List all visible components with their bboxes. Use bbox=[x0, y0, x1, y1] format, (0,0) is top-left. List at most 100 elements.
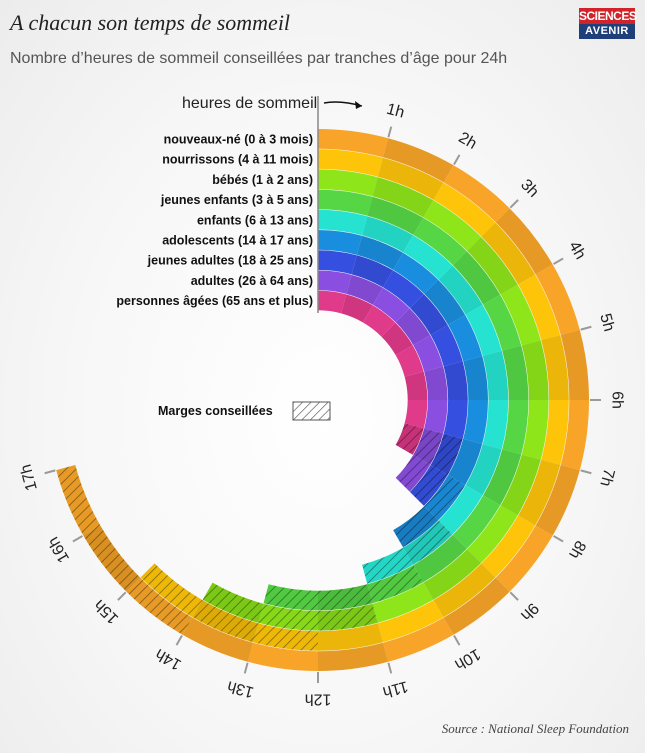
ring-segment bbox=[395, 308, 431, 346]
ring-segment bbox=[318, 642, 389, 671]
recommended-margin-hatch bbox=[393, 475, 466, 548]
ring-segment bbox=[424, 279, 466, 325]
ring-segment bbox=[443, 400, 468, 439]
hour-tick-label: 4h bbox=[565, 239, 589, 263]
ring-segment bbox=[467, 236, 518, 295]
hour-tick-label: 3h bbox=[517, 176, 542, 201]
legend-hatch-swatch bbox=[292, 401, 331, 421]
ring-segment bbox=[372, 287, 410, 323]
category-label: personnes âgées (65 ans et plus) bbox=[116, 294, 313, 308]
ring-segment bbox=[502, 400, 529, 455]
ring-segment bbox=[318, 169, 378, 197]
recommended-margin-hatch bbox=[395, 428, 444, 492]
ring-segment bbox=[341, 294, 373, 323]
category-label: jeunes adultes (18 à 25 ans) bbox=[147, 254, 313, 268]
ring-segment bbox=[452, 251, 501, 305]
hour-tick bbox=[509, 591, 519, 601]
ring-segment bbox=[448, 438, 483, 485]
category-label-group: nouveaux-né (0 à 3 mois) nourrissons (4 à… bbox=[116, 133, 313, 309]
ring-segment bbox=[367, 196, 424, 235]
hour-tick bbox=[509, 199, 519, 209]
ring-segment bbox=[182, 617, 253, 662]
ring-segment bbox=[482, 400, 509, 450]
ring-segment bbox=[481, 515, 536, 578]
hour-tick bbox=[453, 154, 461, 165]
ring-segment bbox=[423, 549, 482, 600]
ring-segment bbox=[495, 208, 553, 275]
ring-segment bbox=[383, 617, 454, 662]
hour-tick-label: 8h bbox=[565, 538, 589, 562]
recommended-margin-hatch bbox=[362, 520, 453, 584]
ring-group bbox=[56, 129, 589, 671]
ring-segment bbox=[404, 400, 428, 429]
ring-segment bbox=[346, 274, 383, 305]
ring-segment bbox=[463, 400, 488, 444]
ring-segment bbox=[430, 325, 463, 367]
logo-line-1: SCIENCES bbox=[579, 8, 637, 24]
ring-segment bbox=[438, 265, 483, 315]
ring-segment bbox=[467, 505, 518, 564]
recommended-margin-hatch bbox=[140, 563, 318, 651]
page-title: A chacun son temps de sommeil bbox=[10, 10, 291, 35]
ring-segment bbox=[495, 525, 553, 592]
hour-tick bbox=[72, 535, 83, 543]
ring-segment bbox=[413, 534, 467, 583]
ring-segment bbox=[424, 400, 448, 434]
category-label: bébés (1 à 2 ans) bbox=[212, 173, 313, 187]
ring-segment bbox=[409, 294, 448, 335]
ring-segment bbox=[500, 284, 541, 346]
ring-segment bbox=[443, 577, 510, 635]
ring-segment bbox=[500, 454, 541, 516]
ring-segment bbox=[318, 623, 383, 651]
hour-tick-label: 7h bbox=[596, 467, 617, 489]
ring-segment bbox=[482, 350, 509, 400]
ring-segment bbox=[518, 274, 561, 341]
hour-tick bbox=[387, 662, 393, 674]
ring-segment bbox=[481, 222, 536, 285]
ring-segment bbox=[318, 149, 383, 177]
category-label: adolescents (14 à 17 ans) bbox=[162, 234, 313, 248]
ring-segment bbox=[362, 305, 396, 337]
recommended-margin-hatch bbox=[409, 433, 463, 506]
category-label: jeunes enfants (3 à 5 ans) bbox=[160, 193, 313, 207]
ring-segment bbox=[452, 495, 501, 549]
source-note: Source : National Sleep Foundation bbox=[441, 721, 629, 736]
legend: Marges conseillées bbox=[158, 401, 331, 421]
ring-segment bbox=[465, 304, 502, 356]
ring-segment bbox=[377, 157, 444, 200]
ring-segment bbox=[393, 252, 439, 294]
hour-tick-label: 12h bbox=[305, 691, 332, 708]
ring-segment bbox=[383, 138, 454, 183]
ring-segment bbox=[377, 600, 444, 643]
ring-segment bbox=[381, 322, 413, 356]
ring-segment bbox=[463, 356, 488, 400]
hour-tick bbox=[553, 257, 564, 265]
hour-tick bbox=[580, 469, 592, 475]
ring-segment bbox=[395, 345, 424, 377]
ring-segment bbox=[356, 235, 403, 270]
ring-segment bbox=[318, 290, 347, 314]
recommended-margin-hatch bbox=[56, 465, 193, 635]
ring-segment bbox=[483, 294, 522, 351]
ring-segment bbox=[424, 366, 448, 400]
ring-segment bbox=[318, 129, 389, 158]
hour-tick bbox=[553, 535, 564, 543]
ring-segment bbox=[433, 182, 496, 237]
ring-segment bbox=[438, 485, 483, 535]
hour-tick-label: 2h bbox=[456, 129, 480, 153]
sciences-avenir-logo: SCIENCES AVENIR bbox=[579, 8, 637, 39]
ring-segment bbox=[483, 449, 522, 506]
ring-segment bbox=[362, 216, 414, 253]
ring-segment bbox=[541, 400, 569, 465]
ring-segment bbox=[247, 642, 318, 671]
axis-label: heures de sommeil bbox=[182, 95, 317, 112]
ring-segment bbox=[383, 270, 424, 309]
ring-segment bbox=[443, 165, 510, 223]
ring-segment bbox=[372, 177, 434, 218]
category-label: nourrissons (4 à 11 mois) bbox=[162, 153, 313, 167]
hour-tick bbox=[175, 635, 183, 646]
hour-tick-label: 5h bbox=[596, 312, 617, 334]
recommended-margin-hatch bbox=[263, 565, 424, 611]
hour-tick bbox=[243, 662, 249, 674]
